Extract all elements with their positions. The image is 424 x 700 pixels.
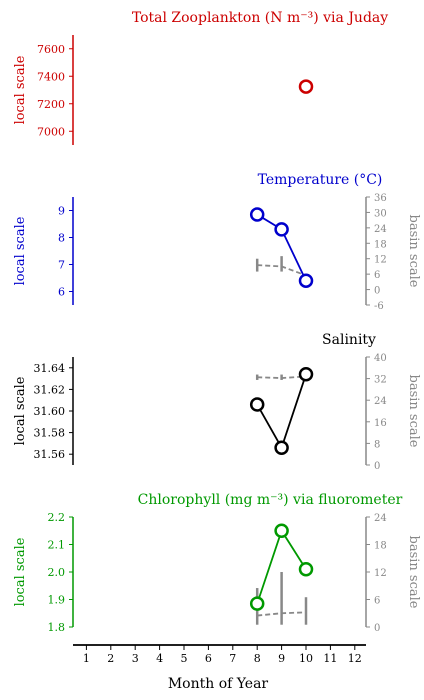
right-tick-label-temp: 6 bbox=[374, 270, 380, 281]
panel-title-zoo: Total Zooplankton (N m⁻³) via Juday bbox=[132, 10, 388, 26]
data-point-sal bbox=[249, 397, 265, 412]
left-tick-label-zoo: 7600 bbox=[37, 43, 65, 56]
x-tick-label: 12 bbox=[348, 652, 362, 665]
right-tick-label-temp: 36 bbox=[374, 193, 387, 204]
left-tick-label-zoo: 7400 bbox=[37, 70, 65, 83]
right-tick-label-chl: 12 bbox=[374, 568, 387, 579]
data-point-chl bbox=[298, 562, 314, 577]
x-tick-label: 4 bbox=[156, 652, 163, 665]
panel-title-temp: Temperature (°C) bbox=[258, 172, 383, 188]
right-tick-label-temp: 30 bbox=[374, 208, 387, 219]
left-tick-label-chl: 2.2 bbox=[48, 511, 66, 524]
left-axis-label-sal: local scale bbox=[13, 376, 28, 445]
left-tick-label-sal: 31.60 bbox=[34, 405, 66, 418]
left-tick-label-zoo: 7000 bbox=[37, 125, 65, 138]
right-tick-label-temp: -6 bbox=[374, 301, 384, 312]
x-tick-label: 6 bbox=[205, 652, 212, 665]
left-tick-label-temp: 9 bbox=[58, 205, 65, 218]
data-point-sal bbox=[274, 440, 289, 455]
left-tick-label-sal: 31.62 bbox=[34, 383, 66, 396]
right-tick-label-sal: 32 bbox=[374, 375, 387, 386]
left-tick-label-chl: 1.9 bbox=[48, 594, 66, 607]
x-tick-label: 11 bbox=[323, 652, 337, 665]
left-tick-label-chl: 2.1 bbox=[48, 539, 66, 552]
data-point-temp bbox=[249, 207, 265, 222]
right-tick-label-temp: 0 bbox=[374, 286, 380, 297]
right-tick-label-temp: 12 bbox=[374, 255, 387, 266]
right-tick-label-sal: 24 bbox=[374, 396, 387, 407]
right-tick-label-sal: 8 bbox=[374, 439, 380, 450]
x-tick-label: 8 bbox=[254, 652, 261, 665]
data-point-temp bbox=[274, 222, 289, 237]
right-axis-label-temp: basin scale bbox=[406, 215, 421, 288]
left-axis-label-temp: local scale bbox=[13, 216, 28, 285]
right-axis-label-chl: basin scale bbox=[406, 536, 421, 609]
right-tick-label-sal: 16 bbox=[374, 418, 387, 429]
basin-mean-line-temp bbox=[257, 264, 307, 277]
x-tick-label: 7 bbox=[229, 652, 236, 665]
left-tick-label-temp: 6 bbox=[58, 286, 65, 299]
right-tick-label-temp: 18 bbox=[374, 239, 387, 250]
right-tick-label-chl: 6 bbox=[374, 596, 380, 607]
right-axis-label-sal: basin scale bbox=[406, 375, 421, 448]
data-point-temp bbox=[298, 273, 314, 288]
x-axis-label: Month of Year bbox=[168, 676, 269, 692]
left-tick-label-sal: 31.64 bbox=[34, 362, 66, 375]
x-tick-label: 5 bbox=[181, 652, 188, 665]
right-tick-label-sal: 0 bbox=[374, 461, 380, 472]
series-line-sal bbox=[256, 373, 307, 450]
x-tick-label: 10 bbox=[299, 652, 313, 665]
panel-title-sal: Salinity bbox=[322, 332, 376, 348]
x-tick-label: 1 bbox=[83, 652, 90, 665]
left-tick-label-chl: 1.8 bbox=[48, 621, 66, 634]
basin-mean-line-sal bbox=[257, 375, 307, 379]
right-tick-label-chl: 0 bbox=[374, 623, 380, 634]
right-tick-label-chl: 24 bbox=[374, 513, 387, 524]
x-tick-label: 3 bbox=[132, 652, 139, 665]
left-tick-label-chl: 2.0 bbox=[48, 566, 66, 579]
left-tick-label-sal: 31.56 bbox=[34, 448, 66, 461]
left-tick-label-temp: 7 bbox=[58, 259, 65, 272]
left-tick-label-temp: 8 bbox=[58, 232, 65, 245]
right-tick-label-sal: 40 bbox=[374, 353, 387, 364]
data-point-chl bbox=[249, 596, 265, 611]
right-tick-label-temp: 24 bbox=[374, 224, 387, 235]
left-tick-label-sal: 31.58 bbox=[34, 427, 66, 440]
left-axis-label-zoo: local scale bbox=[13, 55, 28, 124]
x-tick-label: 2 bbox=[107, 652, 114, 665]
x-tick-label: 9 bbox=[278, 652, 285, 665]
basin-mean-line-chl bbox=[257, 611, 307, 617]
data-point-sal bbox=[298, 367, 314, 382]
left-tick-label-zoo: 7200 bbox=[37, 98, 65, 111]
panel-title-chl: Chlorophyll (mg m⁻³) via fluorometer bbox=[138, 492, 403, 508]
left-axis-label-chl: local scale bbox=[13, 537, 28, 606]
data-point-zoo bbox=[298, 79, 314, 94]
right-tick-label-chl: 18 bbox=[374, 541, 387, 552]
data-point-chl bbox=[274, 523, 289, 538]
